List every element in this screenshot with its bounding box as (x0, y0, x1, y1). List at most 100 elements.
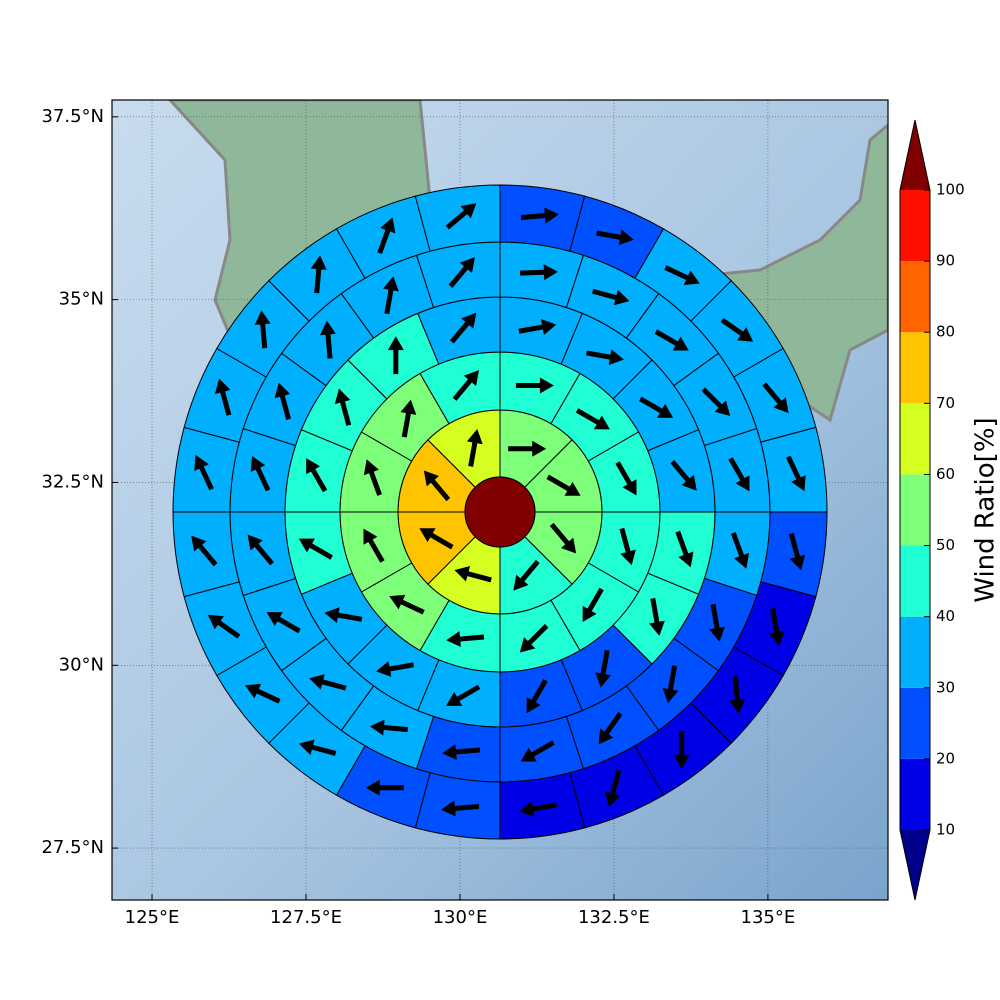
colorbar: 10 20 30 40 50 60 70 80 90 100 Wind Ratio[%] (899, 119, 1000, 901)
wind-arrow (423, 470, 451, 502)
wind-arrow (191, 535, 218, 567)
wind-arrow (363, 528, 385, 563)
wind-arrow (615, 461, 637, 496)
wind-arrow (701, 387, 731, 417)
wind-arrow (419, 528, 454, 550)
wind-arrow (298, 538, 333, 560)
colorbar-segment (900, 190, 930, 262)
wind-arrow (592, 288, 630, 306)
wind-arrow (768, 608, 785, 646)
wind-arrow (310, 255, 327, 294)
wind-arrow (586, 349, 624, 366)
colorbar-segment (900, 616, 930, 688)
wind-arrow (320, 320, 336, 359)
x-tick-label: 135°E (741, 907, 796, 928)
wind-arrow (207, 614, 241, 639)
wind-arrow (446, 631, 485, 648)
colorbar-tick-label: 20 (936, 749, 955, 767)
colorbar-under (900, 830, 930, 900)
colorbar-segment (900, 403, 930, 475)
wind-arrow (518, 319, 557, 335)
wind-arrow (762, 382, 789, 414)
wind-arrow (441, 800, 480, 817)
wind-arrow (254, 310, 271, 349)
wind-arrow (786, 455, 806, 492)
wind-arrow (619, 527, 636, 566)
wind-arrow (365, 779, 404, 796)
wind-arrow (596, 229, 634, 246)
wind-arrow (387, 336, 404, 375)
wind-arrow (582, 587, 604, 622)
colorbar-over (900, 120, 930, 190)
wind-arrow (729, 675, 746, 714)
x-tick-label: 130°E (433, 907, 488, 928)
wind-arrow (595, 649, 612, 688)
wind-arrow (298, 739, 337, 756)
wind-arrow (675, 530, 694, 568)
wind-arrow (598, 711, 623, 745)
wind-arrow (526, 679, 548, 714)
wind-arrow (324, 607, 363, 624)
center-cell (464, 476, 536, 548)
wind-arrow (720, 317, 754, 342)
wind-arrow (445, 203, 477, 230)
colorbar-tick-label: 40 (936, 607, 955, 625)
wind-arrow (520, 207, 559, 224)
wind-arrow (788, 532, 806, 571)
wind-arrow (306, 458, 328, 493)
colorbar-tick-label: 70 (936, 394, 955, 412)
colorbar-tick-label: 50 (936, 536, 955, 554)
wind-arrow (309, 674, 347, 691)
wind-arrow (334, 388, 352, 426)
wind-arrow (513, 559, 540, 591)
wind-arrow (266, 612, 301, 634)
colorbar-segment (900, 758, 930, 830)
wind-arrow (520, 740, 555, 762)
wind-arrow (639, 396, 674, 418)
wind-arrow (214, 378, 232, 416)
sector (172, 426, 240, 513)
wind-arrow (389, 594, 425, 615)
colorbar-tick-label: 90 (936, 252, 955, 270)
wind-arrow (546, 474, 581, 496)
y-tick-label: 30°N (59, 654, 104, 675)
colorbar-segment (900, 545, 930, 617)
wind-arrow (662, 665, 679, 704)
wind-arrow (654, 329, 689, 351)
wind-arrow (194, 454, 214, 491)
wind-arrow (376, 661, 414, 677)
wind-arrow (673, 730, 690, 769)
wind-arrow (448, 257, 475, 288)
wind-arrow (247, 534, 274, 566)
wind-arrow (274, 382, 292, 420)
colorbar-label: Wind Ratio[%] (971, 417, 1000, 602)
wind-arrow (519, 624, 549, 653)
wind-arrow (575, 408, 610, 430)
wind-arrow (731, 532, 750, 569)
wind-arrow (454, 566, 492, 583)
y-tick-label: 37.5°N (41, 106, 104, 127)
x-tick-label: 127.5°E (270, 907, 342, 928)
wind-arrow (549, 522, 577, 554)
wind-arrow (649, 598, 665, 636)
wind-arrow (369, 719, 409, 736)
wind-arrow (363, 459, 382, 496)
wind-arrow (400, 399, 417, 438)
wind-arrow (383, 276, 399, 315)
wind-arrow (728, 457, 750, 492)
y-tick-label: 32.5°N (41, 471, 104, 492)
wind-arrow (670, 460, 697, 491)
colorbar-segment (900, 332, 930, 404)
y-tick-label: 35°N (59, 289, 104, 310)
wind-arrow (519, 801, 558, 817)
y-tick-label: 27.5°N (41, 837, 104, 858)
axes: 125°E 127.5°E 130°E 132.5°E 135°E 27.5°N 30°N 3… (41, 106, 795, 928)
wind-arrow (446, 684, 481, 706)
wind-arrow (664, 265, 700, 285)
wind-arrow (449, 312, 477, 344)
wind-arrow (515, 377, 554, 394)
wind-arrow (377, 217, 396, 254)
wind-rings (172, 184, 828, 840)
colorbar-segment (900, 474, 930, 546)
